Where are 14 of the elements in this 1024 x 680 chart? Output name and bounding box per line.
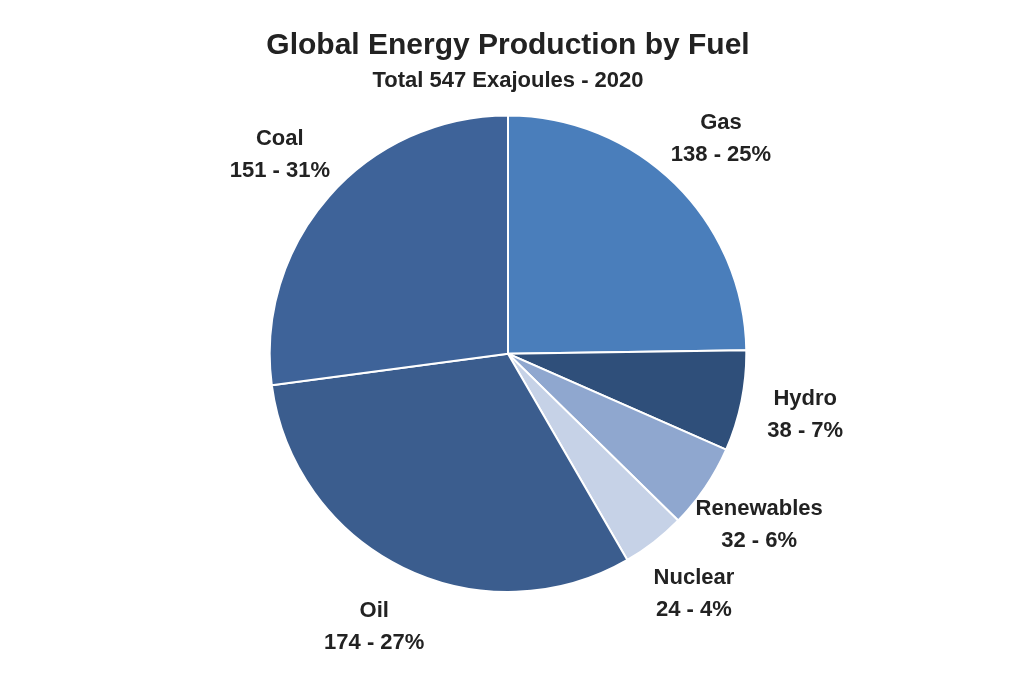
slice-label: Gas: [700, 108, 742, 134]
data-label: 38 - 7%: [767, 417, 844, 443]
slice-label: Renewables: [695, 494, 823, 520]
data-label: 32 - 6%: [721, 526, 798, 552]
slice-label: Oil: [359, 596, 389, 622]
slice-label: Hydro: [773, 385, 838, 411]
data-label: 138 - 25%: [670, 140, 772, 166]
data-label: 174 - 27%: [324, 628, 425, 654]
slice-label: Nuclear: [653, 564, 735, 590]
chart-title: Global Energy Production by Fuel: [266, 27, 750, 61]
slice-label: Coal: [255, 124, 304, 150]
chart-subtitle: Total 547 Exajoules - 2020: [372, 67, 644, 93]
data-label: 24 - 4%: [656, 596, 732, 622]
data-label: 151 - 31%: [229, 156, 330, 182]
